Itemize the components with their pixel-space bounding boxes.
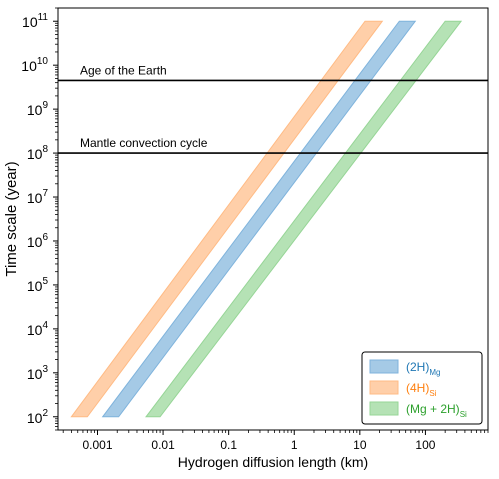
- bands-layer: [70, 20, 463, 418]
- reference-line-label-1: Age of the Earth: [80, 63, 167, 77]
- y-tick-label: 109: [27, 100, 49, 118]
- legend-swatch: [369, 401, 399, 416]
- y-tick-label: 108: [27, 144, 49, 162]
- y-tick-label: 106: [27, 232, 49, 250]
- reference-lines-layer: Age of the Earth Mantle convection cycle: [58, 63, 488, 154]
- y-tick-label: 1010: [21, 56, 48, 74]
- x-axis-label: Hydrogen diffusion length (km): [178, 454, 368, 470]
- legend-label: (4H)Si: [406, 381, 437, 398]
- legend-label: (Mg + 2H)Si: [406, 402, 467, 419]
- x-tick-label: 0.1: [220, 438, 237, 452]
- x-tick-label: 100: [415, 438, 435, 452]
- x-tick-label: 0.01: [151, 438, 175, 452]
- x-tick-label: 1: [291, 438, 298, 452]
- y-tick-label: 1011: [22, 12, 48, 30]
- y-tick-label: 102: [27, 408, 49, 426]
- legend-swatch: [369, 380, 399, 395]
- y-tick-label: 104: [27, 320, 49, 338]
- y-tick-label: 105: [27, 276, 49, 294]
- y-tick-label: 103: [27, 364, 49, 382]
- legend: (2H)Mg(4H)Si(Mg + 2H)Si: [361, 351, 483, 425]
- x-tick-label: 0.001: [82, 438, 112, 452]
- legend-swatch: [369, 359, 399, 374]
- y-tick-label: 107: [27, 188, 49, 206]
- x-tick-label: 10: [353, 438, 367, 452]
- plot-frame: [57, 7, 489, 431]
- reference-line-label-2: Mantle convection cycle: [80, 136, 208, 150]
- y-axis-label: Time scale (year): [3, 161, 20, 276]
